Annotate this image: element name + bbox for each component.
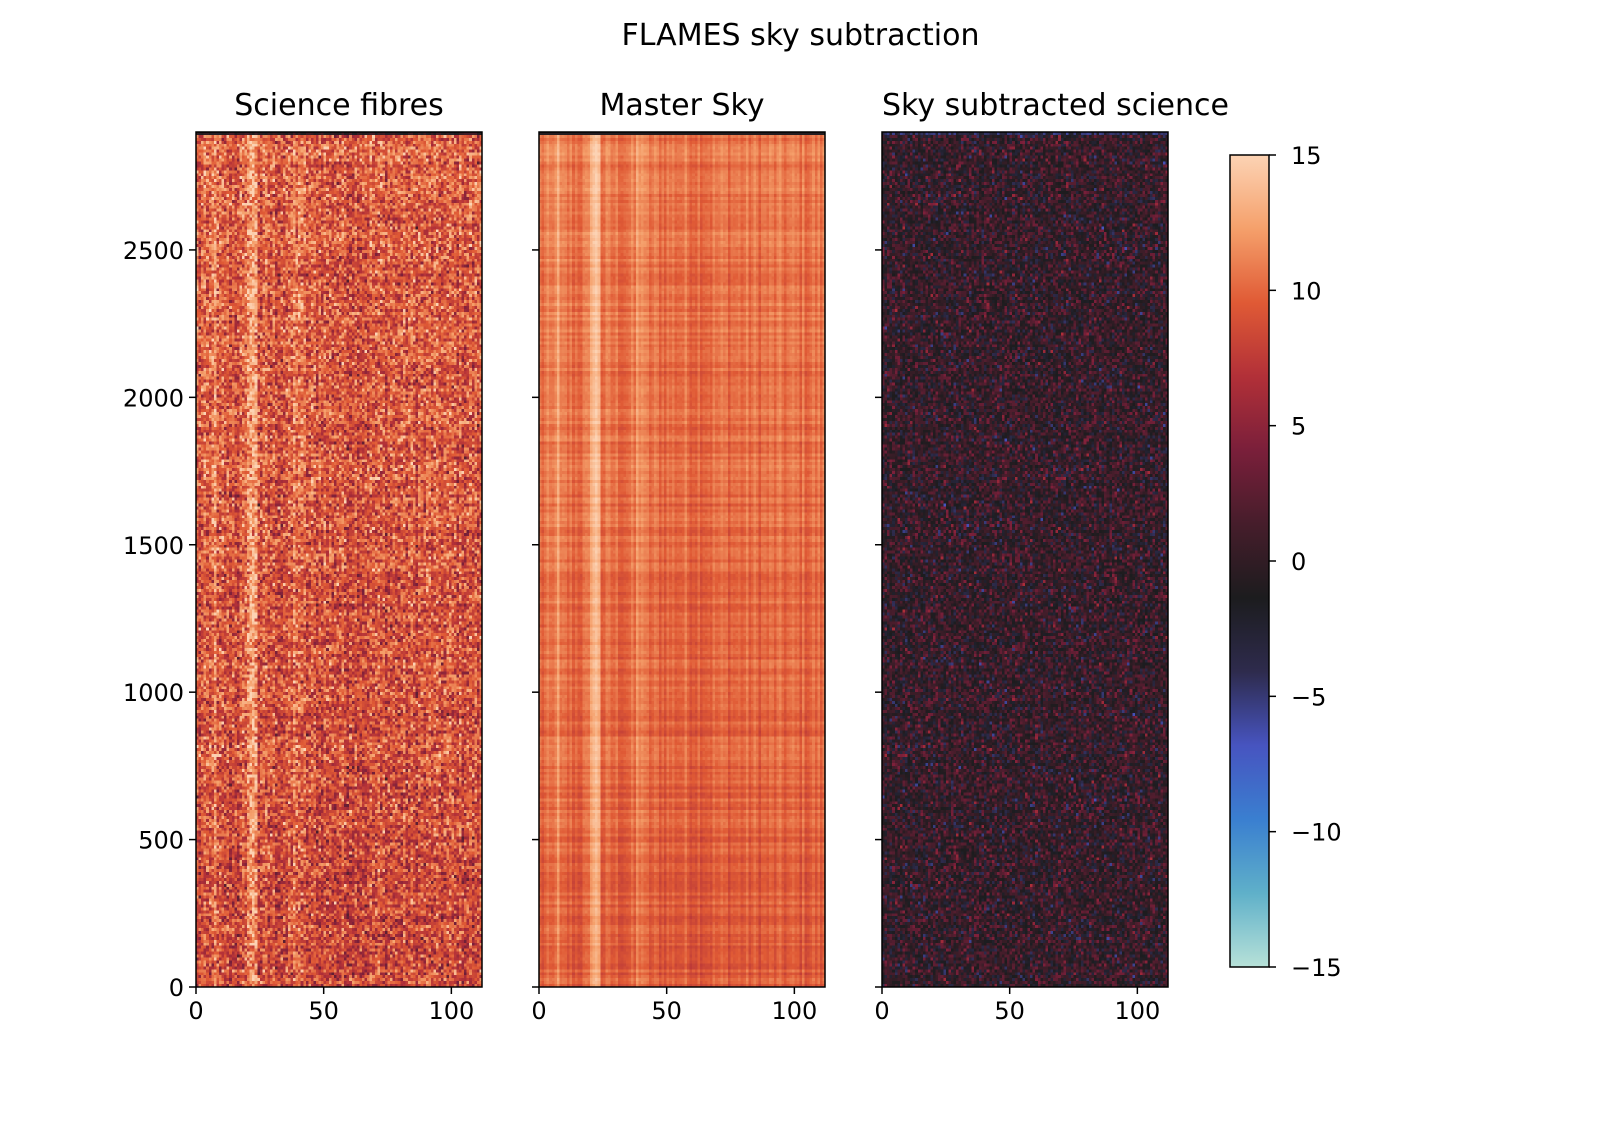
x-tick-label: 0 bbox=[188, 997, 203, 1025]
heatmap-sky-subtracted bbox=[882, 132, 1168, 987]
colorbar bbox=[1229, 154, 1270, 968]
colorbar-tick-label: −10 bbox=[1291, 819, 1342, 847]
colorbar-tick-label: 5 bbox=[1291, 413, 1306, 441]
x-tick-label: 100 bbox=[771, 997, 817, 1025]
y-tick-label: 0 bbox=[169, 974, 184, 1002]
y-tick-label: 1000 bbox=[123, 679, 184, 707]
x-tick-label: 0 bbox=[531, 997, 546, 1025]
heatmap-science-fibres bbox=[196, 132, 482, 987]
panel-title-science: Science fibres bbox=[234, 88, 444, 123]
colorbar-tick-label: 10 bbox=[1291, 277, 1322, 305]
x-tick-label: 100 bbox=[1114, 997, 1160, 1025]
panel-title-master-sky: Master Sky bbox=[599, 88, 765, 123]
colorbar-tick-label: −5 bbox=[1291, 683, 1326, 711]
axes-frame bbox=[195, 131, 483, 988]
x-tick-label: 50 bbox=[994, 997, 1025, 1025]
y-tick-label: 500 bbox=[138, 827, 184, 855]
y-tick-label: 1500 bbox=[123, 532, 184, 560]
colorbar-tick-label: 0 bbox=[1291, 548, 1306, 576]
heatmap-master-sky bbox=[539, 132, 825, 987]
x-tick-label: 50 bbox=[308, 997, 339, 1025]
colorbar-tick-label: 15 bbox=[1291, 142, 1322, 170]
axes-frame bbox=[881, 131, 1169, 988]
axes-frame bbox=[538, 131, 826, 988]
figure-title: FLAMES sky subtraction bbox=[621, 18, 980, 53]
y-tick-label: 2000 bbox=[123, 384, 184, 412]
colorbar-tick-label: −15 bbox=[1291, 954, 1342, 982]
x-tick-label: 100 bbox=[428, 997, 474, 1025]
x-tick-label: 50 bbox=[651, 997, 682, 1025]
y-tick-label: 2500 bbox=[123, 237, 184, 265]
x-tick-label: 0 bbox=[874, 997, 889, 1025]
